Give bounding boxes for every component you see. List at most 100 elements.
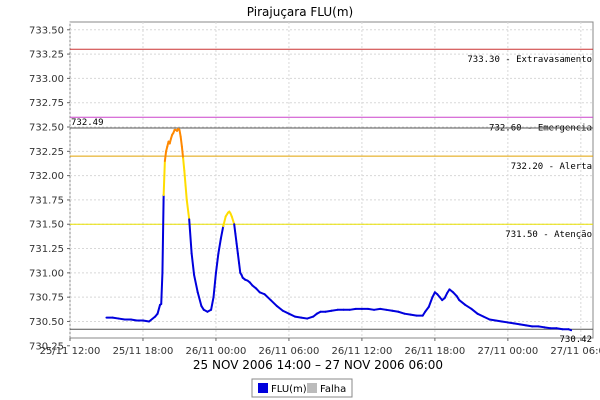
series-segment: [500, 320, 509, 324]
series-segment: [188, 218, 193, 255]
series-segment: [214, 252, 220, 274]
x-tick-label: 26/11 18:00: [404, 346, 465, 357]
series-segment: [212, 271, 217, 299]
series-segment: [287, 312, 297, 318]
series-segment: [373, 307, 382, 311]
series-segment: [537, 325, 546, 329]
series-segment: [182, 157, 186, 172]
series-segment: [148, 315, 157, 323]
legend-swatch-falha: [307, 383, 317, 393]
y-tick-label: 731.00: [29, 268, 64, 279]
gridlines: [69, 22, 593, 338]
y-tick-label: 730.25: [29, 341, 64, 352]
series-segment: [219, 225, 225, 240]
series-segment: [111, 316, 120, 320]
series-segment: [236, 252, 241, 265]
y-tick-label: 733.00: [29, 74, 64, 85]
y-tick-label: 731.50: [29, 220, 64, 231]
series-segment: [233, 223, 237, 235]
y-tick-label: 730.50: [29, 317, 64, 328]
series-segment: [179, 135, 183, 148]
series-segment: [409, 313, 418, 317]
series-segment: [525, 324, 534, 328]
plot-area: [69, 21, 594, 339]
series-segment: [403, 312, 412, 316]
x-axis: 25/11 12:00 25/11 18:00 26/11 00:00 26/11 0…: [40, 338, 600, 357]
series-segment: [330, 308, 339, 312]
y-tick-label: 732.25: [29, 147, 64, 158]
series-segment: [391, 309, 400, 313]
x-tick-label: 25/11 12:00: [40, 346, 101, 357]
series-segment: [506, 321, 515, 325]
series-segment: [263, 293, 272, 302]
threshold-label: 732.20 - Alerta: [511, 162, 592, 172]
series-segment: [184, 184, 188, 201]
chart-title: Pirajuçara FLU(m): [247, 5, 353, 19]
legend-swatch-flu: [258, 383, 268, 393]
legend-box: [251, 378, 353, 398]
series-segment: [178, 128, 182, 138]
series-segment: [235, 242, 239, 255]
y-tick-label: 731.75: [29, 195, 64, 206]
series-segment: [458, 299, 467, 306]
series-segment: [156, 303, 162, 315]
series-segment: [196, 291, 203, 307]
series-segment: [230, 215, 236, 226]
y-tick-label: 732.75: [29, 98, 64, 109]
series-segment: [464, 303, 473, 310]
series-segment: [275, 304, 284, 312]
series-segment: [129, 318, 138, 322]
reference-label: 732.49: [71, 118, 104, 128]
series-segment: [217, 237, 222, 255]
series-segment: [234, 232, 238, 245]
series-segment: [385, 308, 394, 312]
y-tick-label: 731.25: [29, 244, 64, 255]
y-tick-label: 733.50: [29, 25, 64, 36]
series-segment: [238, 262, 242, 274]
x-tick-label: 26/11 06:00: [259, 346, 320, 357]
series-segment: [163, 150, 168, 163]
series-segment: [190, 252, 196, 276]
series-segment: [482, 315, 491, 321]
legend-label-flu: FLU(m): [271, 384, 307, 395]
series-segment: [348, 307, 357, 311]
series-segment: [555, 327, 564, 331]
x-tick-label: 25/11 18:00: [113, 346, 174, 357]
series-segment: [512, 322, 522, 326]
y-tick-label: 730.75: [29, 293, 64, 304]
y-axis: 730.25 730.50 730.75 731.00 731.25 731.50 731.…: [29, 25, 70, 352]
series-segment: [494, 319, 503, 323]
series-segment: [488, 318, 497, 322]
reference-label: 730.42: [559, 335, 592, 345]
legend: FLU(m) Falha: [251, 378, 353, 398]
x-tick-label: 27/11 06:00: [550, 346, 600, 357]
series-segment: [180, 145, 185, 160]
series-segment: [117, 317, 126, 321]
series-layer: [105, 127, 573, 332]
series-segment: [281, 309, 290, 315]
y-tick-label: 732.50: [29, 123, 64, 134]
y-tick-label: 733.25: [29, 50, 64, 61]
series-segment: [567, 328, 573, 332]
series-segment: [210, 296, 215, 311]
series-segment: [162, 160, 166, 197]
series-segment: [294, 315, 303, 319]
series-segment: [476, 312, 485, 318]
series-segment: [141, 319, 151, 323]
series-segment: [183, 169, 187, 187]
series-segment: [424, 305, 430, 313]
legend-label-falha: Falha: [320, 384, 346, 395]
series-segment: [306, 315, 315, 320]
series-segment: [222, 215, 227, 228]
x-tick-label: 26/11 12:00: [331, 346, 392, 357]
series-segment: [379, 307, 388, 311]
series-segment: [160, 271, 164, 305]
threshold-label: 733.30 - Extravasamento: [467, 55, 592, 65]
series-segment: [185, 198, 191, 221]
series-segment: [427, 296, 434, 308]
x-tick-label: 26/11 00:00: [186, 346, 247, 357]
series-segment: [300, 316, 309, 320]
y-tick-label: 732.00: [29, 171, 64, 182]
